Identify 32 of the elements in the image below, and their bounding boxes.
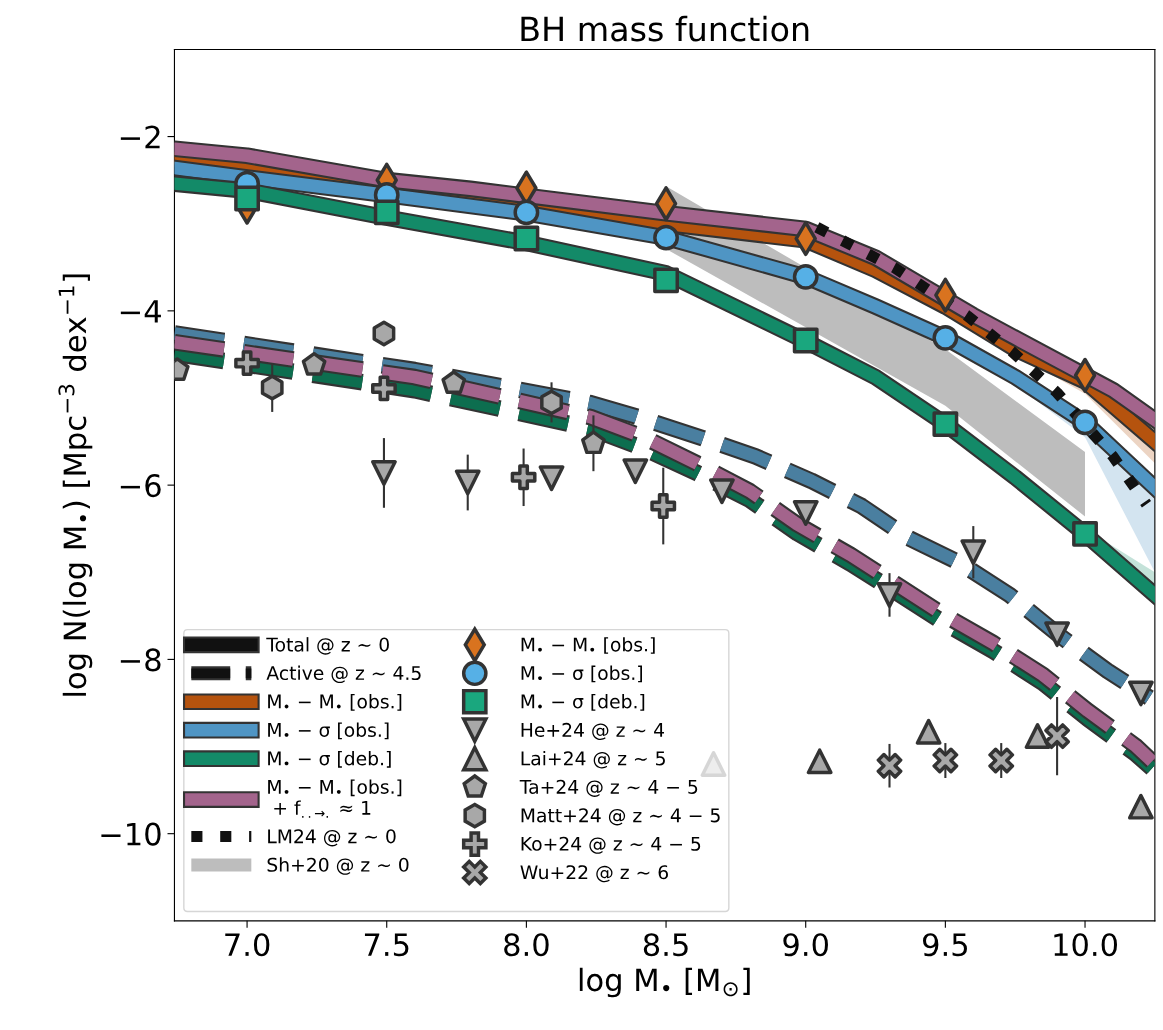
y-tick-label: −6 [120,474,161,498]
legend-label: M$_{•}$ − σ [obs.] [521,665,642,683]
y-axis-title: log N(log M$_{•}$) [Mpc$^{−3}$ dex$^{−1}$] [58,274,93,696]
y-tick-label: −2 [120,125,160,149]
x-tick-label: 7.0 [225,933,270,957]
legend-label: Matt+24 @ z ∼ 4 − 5 [521,808,720,826]
legend-label: He+24 @ z ∼ 4 [521,722,665,741]
legend-label: M$_{•}$ − σ [deb.] [521,694,645,711]
annotation: Total @ z ∼ 0 [266,637,389,655]
x-tick-label: 8.5 [643,933,688,957]
legend-label: Sh+20 @ z ∼ 0 [267,857,409,875]
text: M$_{•}$ − M$_{•}$ [obs.] + f$_{..→.}$ ≈ 1 [268,779,402,818]
legend-label: Ta+24 @ z ∼ 4 − 5 [519,779,698,797]
legend-label: M$_{•}$ − M$_{•}$ [obs.] [268,694,402,711]
legend-label: M$_{•}$ − M$_{•}$ [obs.] [521,637,655,654]
x-axis-title: log M$_{•}$ [M$_{⊙}$] [579,967,750,998]
x-tick-label: 9.0 [783,933,828,957]
x-tick-label: 9.5 [923,933,967,957]
x-tick-label: 7.5 [364,933,409,957]
annotation: Active @ z ∼ 4.5 [266,665,421,684]
y-tick-label: −8 [120,648,161,672]
x-tick-label: 8.0 [504,933,549,957]
legend-label: Ko+24 @ z ∼ 4 − 5 [521,836,701,854]
legend-label: LM24 @ z ∼ 0 [268,829,396,847]
legend-label: M$_{•}$ − σ [obs.] [268,722,389,740]
y-tick-label: −4 [120,300,161,323]
legend-label: Lai+24 @ z ∼ 5 [521,750,665,769]
x-tick-label: 10.0 [1054,933,1118,957]
legend-label: M$_{•}$ − σ [deb.] [268,750,391,768]
legend-label: Wu+22 @ z ∼ 6 [520,865,668,883]
y-tick-label: −10 [101,822,161,846]
chart-title: BH mass function [521,15,809,42]
